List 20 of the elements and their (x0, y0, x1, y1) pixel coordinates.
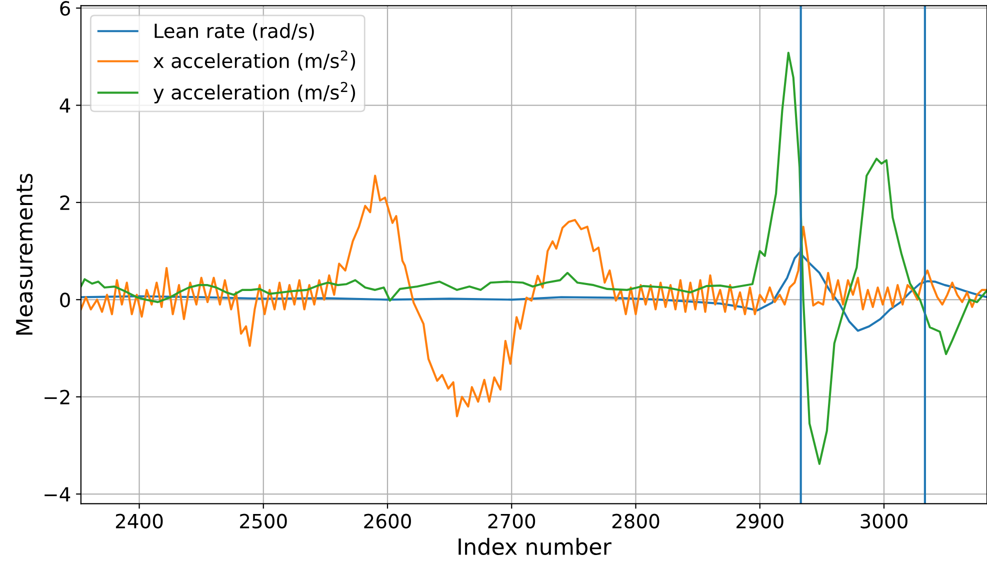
y-tick-label: 0 (60, 292, 70, 308)
x-axis-title: Index number (458, 538, 612, 556)
line-series (80, 174, 987, 418)
legend-label: Lean rate (rad/s) (154, 23, 314, 40)
y-tick-label: −2 (44, 390, 70, 404)
x-tick-label: 2600 (364, 514, 411, 529)
x-tick-label: 2400 (116, 514, 163, 529)
line-series (80, 52, 987, 465)
x-tick-label: 2500 (240, 514, 287, 529)
legend-label: x acceleration (m/s$^{2}$) (153, 50, 356, 70)
x-tick-label: 2900 (736, 514, 784, 529)
y-tick-label: 4 (60, 98, 70, 113)
y-tick-label: 6 (60, 1, 70, 16)
y-axis-title: Measurements (16, 174, 33, 335)
legend-label: y acceleration (m/s$^{2}$) (153, 82, 356, 104)
x-tick-label: 2700 (488, 514, 536, 529)
x-tick-label: 2800 (612, 514, 660, 529)
x-tick-label: 3000 (860, 514, 908, 529)
y-tick-label: 2 (60, 195, 70, 210)
y-tick-label: −4 (44, 487, 70, 502)
